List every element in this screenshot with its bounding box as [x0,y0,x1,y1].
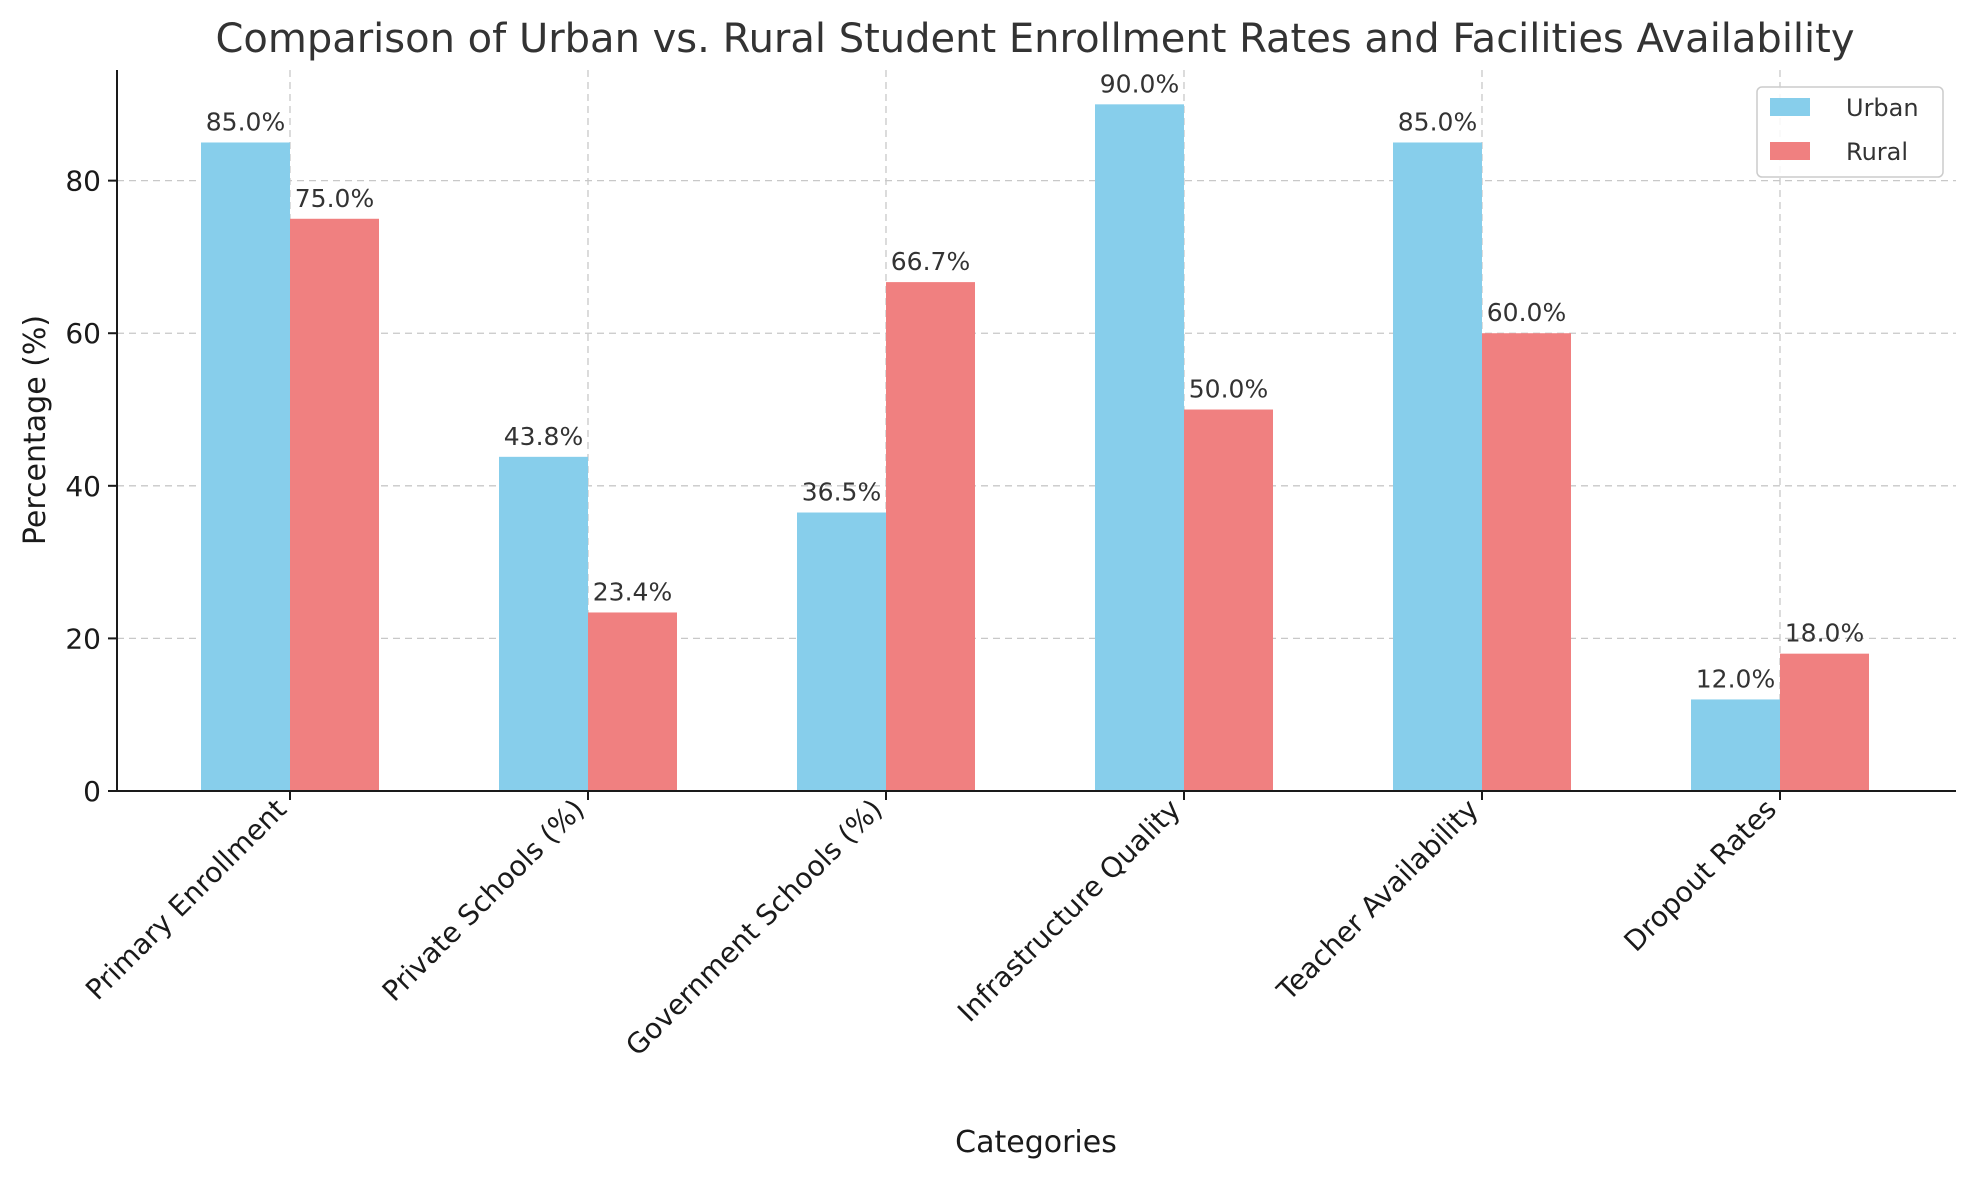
bar-rural [1780,653,1869,791]
data-label: 43.8% [504,422,583,451]
x-ticks: Primary Enrollment Private Schools (%) Gov… [79,791,1783,1062]
x-tick-label: Primary Enrollment [79,793,293,1007]
bar-rural [886,282,975,791]
legend-label-rural: Rural [1846,138,1908,166]
y-tick-label: 80 [65,165,101,198]
bar-urban [797,512,886,791]
data-label: 85.0% [206,107,285,136]
data-labels: 85.0% 43.8% 36.5% 90.0% 85.0% 12.0% 75.0% 23.4%… [206,69,1864,693]
x-tick-label: Dropout Rates [1618,793,1783,958]
data-label: 18.0% [1785,619,1864,648]
x-tick-label: Government Schools (%) [619,793,889,1063]
axes [116,70,1956,792]
x-tick-label: Teacher Availability [1270,793,1485,1008]
bars [201,104,1869,792]
legend-label-urban: Urban [1846,94,1919,122]
bar-rural [290,218,379,791]
bar-rural [588,612,677,791]
bar-rural [1482,333,1571,791]
data-label: 85.0% [1398,107,1477,136]
x-tick-label: Infrastructure Quality [951,793,1187,1029]
data-label: 60.0% [1487,298,1566,327]
y-tick-label: 20 [65,622,101,655]
chart-title: Comparison of Urban vs. Rural Student En… [215,16,1854,62]
x-axis-label: Categories [955,1125,1117,1160]
y-axis-label: Percentage (%) [18,315,53,545]
bar-urban [499,456,588,791]
legend: Urban Rural [1756,86,1944,178]
legend-swatch-rural [1770,142,1810,160]
bar-urban [1393,142,1482,792]
y-tick-label: 0 [83,775,101,808]
y-tick-label: 40 [65,470,101,503]
data-label: 66.7% [891,247,970,276]
bar-urban [1691,699,1780,791]
data-label: 50.0% [1189,375,1268,404]
data-label: 90.0% [1100,69,1179,98]
data-label: 23.4% [593,577,672,606]
x-tick-label: Private Schools (%) [376,793,591,1008]
legend-swatch-urban [1770,98,1810,116]
bar-urban [201,142,290,792]
grid-lines [117,70,1956,791]
data-label: 12.0% [1696,664,1775,693]
data-label: 36.5% [802,478,881,507]
y-ticks: 0 20 40 60 80 [65,165,117,808]
data-label: 75.0% [295,184,374,213]
bar-urban [1095,104,1184,792]
y-tick-label: 60 [65,317,101,350]
bar-rural [1184,409,1273,791]
